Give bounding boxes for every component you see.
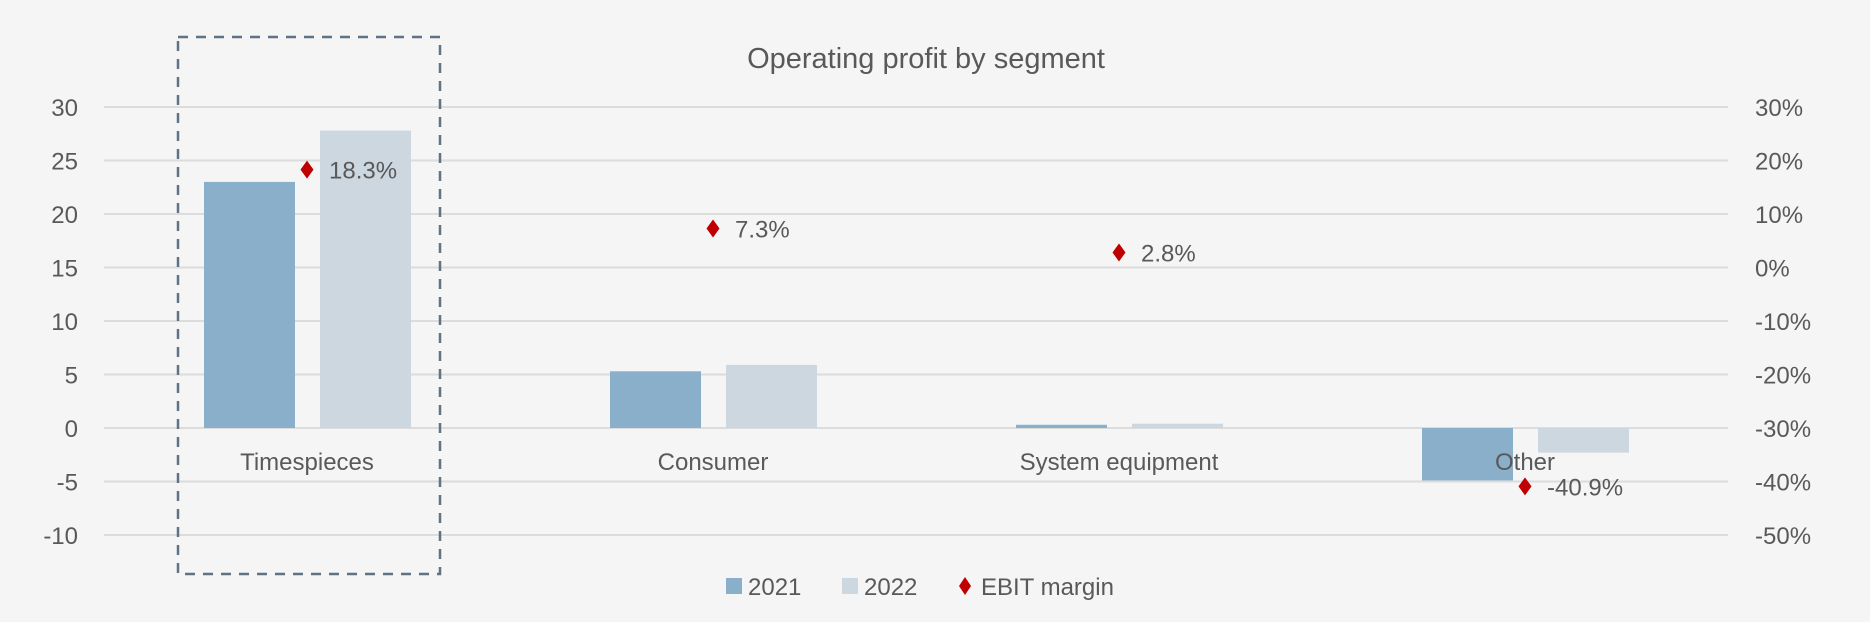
x-tick-label: Consumer: [658, 449, 769, 476]
y2-tick-label: -30%: [1755, 416, 1811, 443]
y2-tick-label: -40%: [1755, 470, 1811, 497]
y-tick-label: 10: [51, 309, 78, 336]
ebit-margin-label: 2.8%: [1141, 241, 1196, 268]
y2-tick-label: -10%: [1755, 309, 1811, 336]
y2-tick-label: 20%: [1755, 149, 1803, 176]
ebit-margin-marker: [300, 160, 314, 179]
legend-diamond-icon: [959, 577, 971, 595]
y2-tick-label: -20%: [1755, 363, 1811, 390]
ebit-margin-marker: [1112, 243, 1126, 262]
bar-2022: [1132, 423, 1223, 428]
y-tick-label: 25: [51, 149, 78, 176]
legend-swatch-2022: [842, 578, 858, 594]
bar-2022: [726, 364, 817, 428]
bar-2022: [320, 130, 411, 429]
bar-2021: [204, 181, 295, 428]
x-tick-label: System equipment: [1020, 449, 1219, 476]
y2-tick-label: 0%: [1755, 256, 1790, 283]
y-tick-label: 15: [51, 256, 78, 283]
legend-swatch-2021: [726, 578, 742, 594]
y2-tick-label: -50%: [1755, 523, 1811, 550]
x-tick-label: Timespieces: [240, 449, 374, 476]
ebit-margin-label: 7.3%: [735, 216, 790, 243]
y-tick-label: -5: [57, 470, 78, 497]
x-tick-label: Other: [1495, 449, 1555, 476]
y-tick-label: 20: [51, 202, 78, 229]
ebit-margin-label: -40.9%: [1547, 474, 1623, 501]
legend-label-2022: 2022: [864, 574, 917, 601]
bar-2022: [1538, 428, 1629, 453]
legend-label-2021: 2021: [748, 574, 801, 601]
y-tick-label: 0: [65, 416, 78, 443]
y-tick-label: -10: [43, 523, 78, 550]
y-tick-label: 5: [65, 363, 78, 390]
bar-2021: [1422, 428, 1513, 481]
y-tick-label: 30: [51, 95, 78, 122]
bar-2021: [610, 371, 701, 428]
y2-tick-label: 10%: [1755, 202, 1803, 229]
chart-title: Operating profit by segment: [747, 43, 1105, 75]
ebit-margin-marker: [1518, 477, 1532, 496]
y2-tick-label: 30%: [1755, 95, 1803, 122]
legend-label-ebit-margin: EBIT margin: [981, 574, 1114, 601]
legend: 2021 2022 EBIT margin: [726, 574, 1114, 601]
ebit-margin-marker: [706, 219, 720, 238]
highlight-box: [176, 35, 442, 576]
ebit-margin-label: 18.3%: [329, 158, 397, 185]
bar-2021: [1016, 424, 1107, 428]
